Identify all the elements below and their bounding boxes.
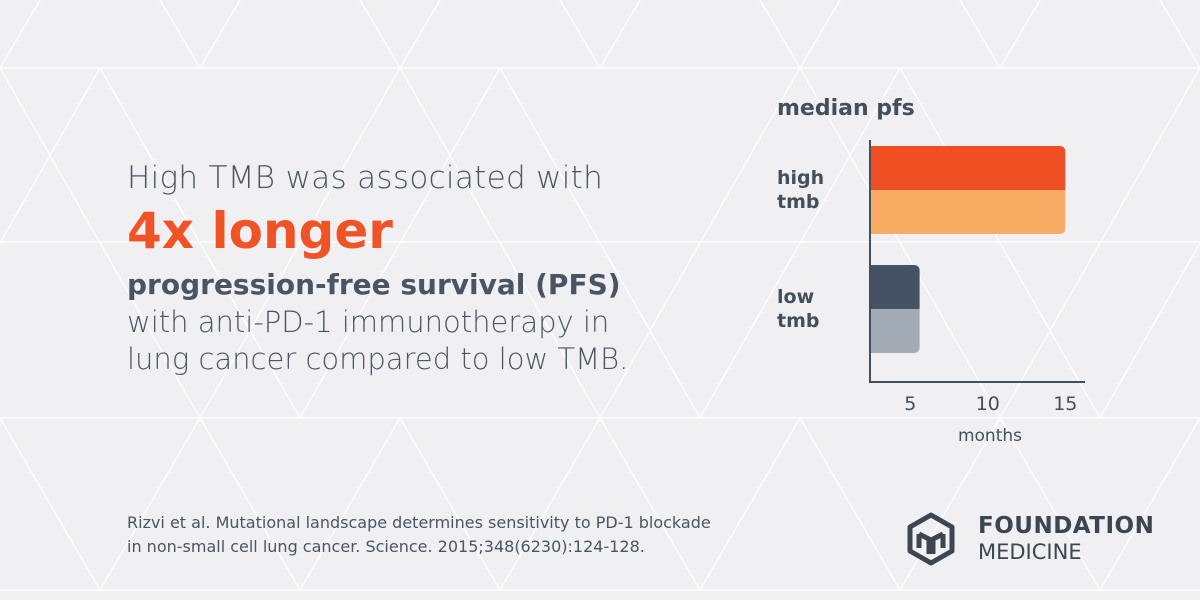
bar-low-tmb-top [870,265,920,309]
citation-line-1: Rizvi et al. Mutational landscape determ… [127,513,711,532]
logo-line-1: FOUNDATION [978,513,1155,539]
category-label: tmb [777,310,819,332]
bar-low-tmb-bottom [870,309,920,353]
headline-emphasis: 4x longer [127,202,393,260]
bar-high-tmb-top [870,146,1066,190]
x-tick-label: 10 [976,393,1000,415]
headline: High TMB was associated with 4x longer p… [127,158,747,378]
x-axis-label: months [958,426,1022,446]
headline-line-3: progression-free survival (PFS) [127,268,621,301]
category-label: low [777,286,814,308]
category-label: tmb [777,191,819,213]
x-tick-label: 5 [904,393,916,415]
x-tick-label: 15 [1053,393,1077,415]
foundation-medicine-logo: FOUNDATION MEDICINE [906,512,1154,566]
headline-line-1: High TMB was associated with [127,160,604,196]
citation-line-2: in non-small cell lung cancer. Science. … [127,537,645,556]
chart-title: median pfs [777,96,915,121]
logo-line-2: MEDICINE [978,540,1082,564]
hexagon-logo-icon [907,512,955,566]
citation: Rizvi et al. Mutational landscape determ… [127,511,827,559]
headline-line-5: lung cancer compared to low TMB. [127,342,629,376]
category-label: high [777,167,824,189]
bar-high-tmb-bottom [870,190,1066,234]
headline-line-4: with anti-PD-1 immunotherapy in [127,305,610,339]
